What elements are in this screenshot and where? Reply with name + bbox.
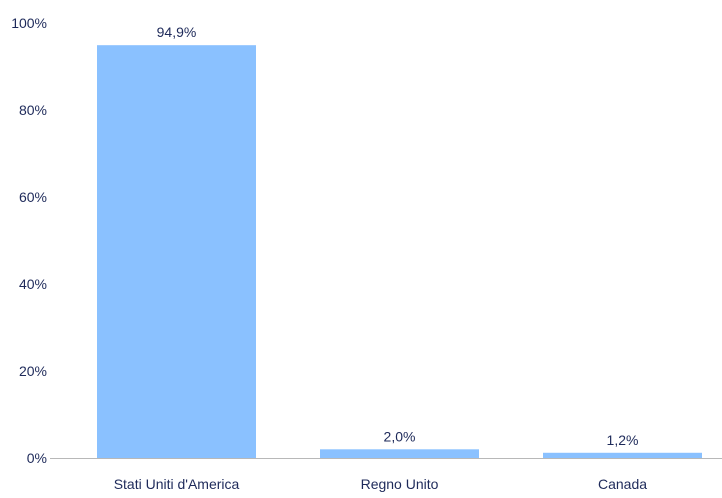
bar [97, 45, 256, 459]
x-tick-label: Canada [598, 476, 647, 492]
bars-group [97, 45, 702, 459]
bar [543, 452, 702, 458]
bar-value-label: 2,0% [384, 428, 416, 444]
bar-value-label: 1,2% [607, 432, 639, 448]
x-tick-label: Stati Uniti d'America [114, 476, 240, 492]
x-tick-label: Regno Unito [361, 476, 439, 492]
y-tick-label: 40% [19, 276, 47, 292]
bar [320, 449, 479, 458]
y-tick-label: 20% [19, 363, 47, 379]
y-axis-ticks: 0% 20% 40% 60% 80% 100% [11, 15, 47, 466]
x-axis-tick-labels: Stati Uniti d'America Regno Unito Canada [114, 476, 648, 492]
y-tick-label: 0% [27, 450, 47, 466]
y-tick-label: 60% [19, 189, 47, 205]
y-tick-label: 100% [11, 15, 47, 31]
value-labels-group: 94,9% 2,0% 1,2% [157, 24, 639, 448]
y-tick-label: 80% [19, 102, 47, 118]
bar-value-label: 94,9% [157, 24, 197, 40]
